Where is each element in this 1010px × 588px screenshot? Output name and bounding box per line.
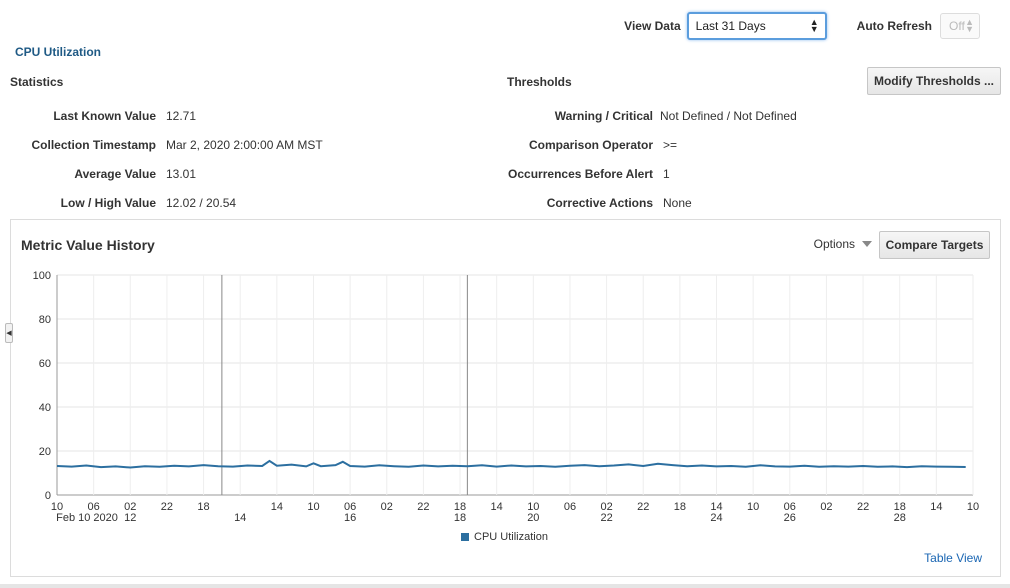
x-date-label: Feb 10 2020 [56,512,118,524]
table-view-link[interactable]: Table View [924,551,982,565]
view-data-bar: View Data Last 31 Days ▲ ▼ Auto Refresh O… [624,12,980,40]
x-tick-label: 18 [674,501,686,513]
view-data-value: Last 31 Days [695,19,766,33]
stat-label: Collection Timestamp [31,138,156,152]
x-date-label: 14 [234,512,246,524]
modify-thresholds-button[interactable]: Modify Thresholds ... [867,67,1001,95]
statistics-heading: Statistics [10,75,64,89]
threshold-label: Corrective Actions [546,196,653,210]
threshold-row: Corrective Actions None [453,195,692,211]
x-tick-label: 22 [161,501,173,513]
y-tick-label: 60 [39,358,51,370]
threshold-label: Comparison Operator [528,138,653,152]
x-tick-label: 22 [857,501,869,513]
metric-history-panel: Metric Value History Options Compare Tar… [10,219,1001,577]
x-date-label: 18 [454,512,466,524]
bottom-divider [0,584,1010,588]
stat-label: Last Known Value [53,109,156,123]
x-tick-label: 14 [710,501,722,513]
stat-row: Last Known Value 12.71 [10,108,196,124]
x-date-label: 28 [894,512,906,524]
chart-legend: CPU Utilization [461,531,548,543]
stat-value: 12.02 / 20.54 [166,196,237,210]
x-tick-label: 06 [88,501,100,513]
x-date-label: 24 [710,512,722,524]
threshold-row: Comparison Operator >= [453,137,677,153]
x-tick-label: 10 [307,501,319,513]
x-tick-label: 10 [527,501,539,513]
legend-swatch [461,533,469,541]
page-title: CPU Utilization [15,45,101,59]
x-tick-label: 18 [197,501,209,513]
select-arrows-icon: ▲ ▼ [965,17,974,34]
stat-value: 13.01 [166,167,197,181]
y-tick-label: 20 [39,446,51,458]
y-tick-label: 80 [39,314,51,326]
x-date-label: 12 [124,512,136,524]
stat-value: Mar 2, 2020 2:00:00 AM MST [166,138,323,152]
view-data-label: View Data [624,19,681,33]
threshold-value: None [663,196,692,210]
x-tick-label: 06 [784,501,796,513]
threshold-row: Warning / Critical Not Defined / Not Def… [453,108,797,124]
x-tick-label: 02 [124,501,136,513]
y-tick-label: 0 [45,490,51,502]
threshold-value: 1 [663,167,670,181]
x-tick-label: 18 [894,501,906,513]
view-data-select[interactable]: Last 31 Days ▲ ▼ [686,12,827,40]
x-tick-label: 10 [51,501,63,513]
collapse-left-icon[interactable]: ◀ [5,323,13,343]
stat-row: Low / High Value 12.02 / 20.54 [10,195,236,211]
x-tick-label: 02 [820,501,832,513]
threshold-label: Warning / Critical [554,109,653,123]
x-tick-label: 02 [600,501,612,513]
select-arrows-icon: ▲ ▼ [809,17,819,34]
x-tick-label: 10 [747,501,759,513]
x-tick-label: 18 [454,501,466,513]
dropdown-arrow-icon [862,241,872,247]
x-date-label: 20 [527,512,539,524]
panel-title: Metric Value History [21,237,155,253]
auto-refresh-select[interactable]: Off ▲ ▼ [940,13,980,39]
series-line [56,459,966,469]
x-tick-label: 06 [564,501,576,513]
threshold-row: Occurrences Before Alert 1 [453,166,670,182]
x-date-label: 16 [344,512,356,524]
x-tick-label: 22 [417,501,429,513]
x-tick-label: 06 [344,501,356,513]
x-tick-label: 10 [967,501,979,513]
x-tick-label: 14 [930,501,942,513]
x-tick-label: 02 [381,501,393,513]
y-tick-label: 100 [33,270,51,282]
threshold-value: Not Defined / Not Defined [660,109,797,123]
x-date-label: 26 [784,512,796,524]
stat-row: Collection Timestamp Mar 2, 2020 2:00:00… [10,137,323,153]
thresholds-heading: Thresholds [507,75,572,89]
options-label: Options [813,237,855,251]
y-tick-label: 40 [39,402,51,414]
stat-row: Average Value 13.01 [10,166,196,182]
threshold-value: >= [663,138,678,152]
stat-value: 12.71 [166,109,197,123]
x-date-label: 22 [600,512,612,524]
legend-label: CPU Utilization [474,531,548,543]
auto-refresh-label: Auto Refresh [856,19,932,33]
stat-label: Low / High Value [60,196,156,210]
stat-label: Average Value [74,167,156,181]
x-tick-label: 22 [637,501,649,513]
x-tick-label: 14 [491,501,503,513]
compare-targets-button[interactable]: Compare Targets [879,231,990,259]
threshold-label: Occurrences Before Alert [508,167,653,181]
auto-refresh-value: Off [949,19,965,33]
x-tick-label: 14 [271,501,283,513]
options-menu[interactable]: Options [814,237,872,251]
